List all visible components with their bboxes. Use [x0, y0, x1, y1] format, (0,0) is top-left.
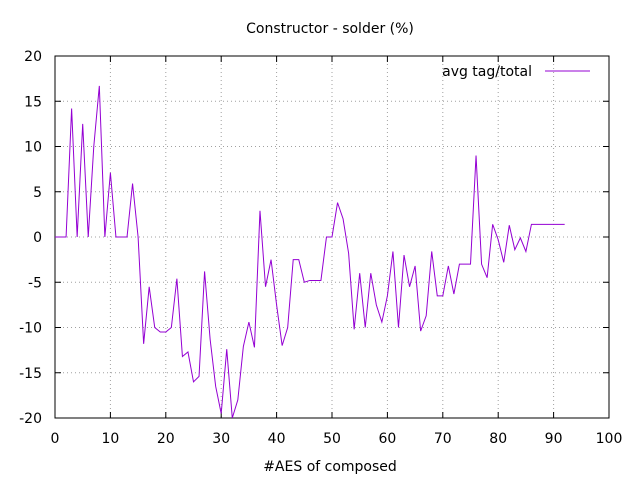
- x-tick-label: 10: [101, 431, 119, 447]
- x-tick-label: 90: [545, 431, 563, 447]
- legend: avg tag/total: [442, 64, 590, 80]
- series-group: [55, 85, 565, 419]
- x-tick-label: 20: [157, 431, 175, 447]
- x-tick-label: 0: [51, 431, 60, 447]
- y-tick-label: 0: [33, 230, 42, 246]
- y-tick-label: 20: [24, 49, 42, 65]
- axis-ticks: [54, 55, 610, 419]
- y-tick-label: -5: [28, 275, 42, 291]
- chart-title: Constructor - solder (%): [246, 21, 414, 37]
- x-tick-label: 60: [378, 431, 396, 447]
- x-axis-label: #AES of composed: [263, 459, 397, 475]
- x-tick-label: 40: [268, 431, 286, 447]
- x-tick-labels: 0 10 20 30 40 50 60 70 80 90 100: [51, 431, 623, 447]
- y-tick-label: 5: [33, 185, 42, 201]
- legend-label: avg tag/total: [442, 64, 532, 80]
- x-tick-label: 70: [434, 431, 452, 447]
- y-tick-label: -15: [19, 366, 42, 382]
- x-tick-label: 80: [489, 431, 507, 447]
- x-tick-label: 100: [596, 431, 623, 447]
- y-tick-labels: -20 -15 -10 -5 0 5 10 15 20: [19, 49, 42, 427]
- y-tick-label: -20: [19, 411, 42, 427]
- series-line: [55, 85, 565, 419]
- y-tick-label: -10: [19, 321, 42, 337]
- x-tick-label: 30: [212, 431, 230, 447]
- x-tick-label: 50: [323, 431, 341, 447]
- y-tick-label: 15: [24, 94, 42, 110]
- y-tick-label: 10: [24, 140, 42, 156]
